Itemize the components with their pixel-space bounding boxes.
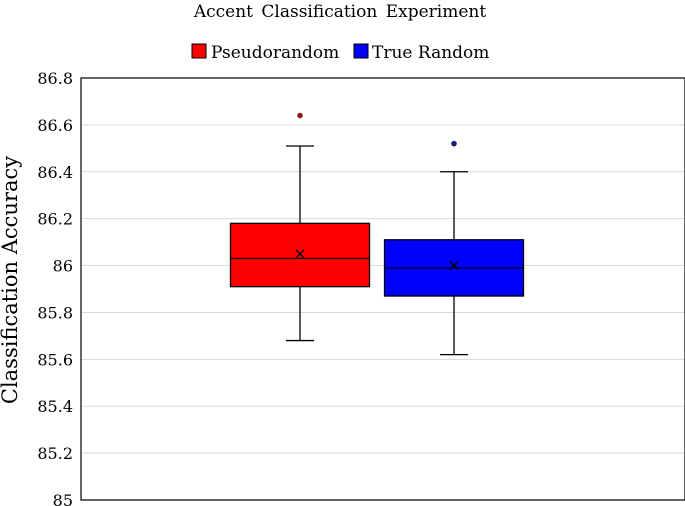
y-tick-label: 86.4 [37,163,73,182]
outlier-point [451,140,457,147]
legend: Pseudorandom True Random [191,43,489,63]
y-tick-label: 85.2 [37,444,73,463]
legend-swatch-true-random [353,43,369,59]
box-pseudorandom [229,112,371,342]
gridlines [81,124,685,454]
y-axis-label: Classification Accuracy [0,156,22,404]
legend-label-pseudorandom: Pseudorandom [211,43,339,63]
boxes [229,112,525,356]
y-axis-ticks: 85 85.2 85.4 85.6 85.8 86 86.2 86.4 86.6 86.8 [37,69,73,506]
outlier-point [297,112,303,119]
y-tick-label: 85.6 [37,350,73,369]
y-tick-label: 86.2 [37,210,73,229]
legend-swatch-pseudorandom [191,43,207,59]
mean-marker [449,261,459,271]
y-tick-label: 86.8 [37,69,73,88]
legend-label-true-random: True Random [372,43,489,63]
y-tick-label: 85 [53,491,73,506]
y-tick-label: 86.6 [37,116,73,135]
box-iqr [229,222,371,288]
plot-area-frame [80,77,685,501]
box-true-random [383,140,525,356]
mean-marker [295,249,305,259]
y-tick-label: 85.8 [37,303,73,322]
y-tick-label: 85.4 [37,397,73,416]
y-tick-label: 86 [53,257,73,276]
chart-title: Accent Classification Experiment [193,2,487,22]
